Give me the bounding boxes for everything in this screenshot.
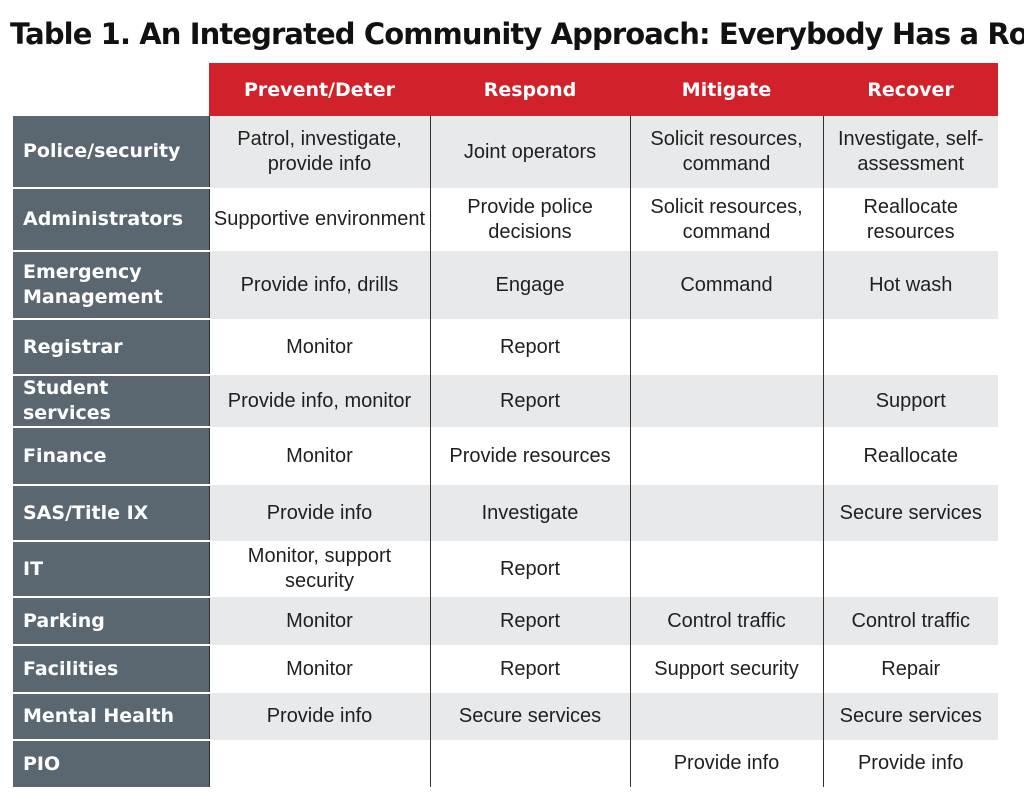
cell-respond: Report (429, 645, 630, 693)
cell-mitigate (629, 319, 823, 375)
row-header-role: SAS/Title IX (13, 485, 209, 542)
cell-recover: Control traffic (822, 597, 998, 645)
cell-respond: Report (429, 375, 630, 427)
cell-mitigate (629, 375, 823, 427)
table-row: Police/security Patrol, investigate, pro… (13, 116, 998, 189)
cell-respond: Report (429, 319, 630, 375)
cell-mitigate: Command (629, 251, 823, 319)
cell-respond: Report (429, 541, 630, 597)
table-row: SAS/Title IX Provide info Investigate Se… (13, 485, 998, 542)
row-header-role: Registrar (13, 319, 209, 376)
column-header-respond: Respond (430, 63, 630, 116)
cell-prevent-deter: Provide info (208, 693, 430, 740)
cell-prevent-deter: Monitor (208, 645, 430, 693)
cell-recover: Support (822, 375, 998, 427)
table-title: Table 1. An Integrated Community Approac… (10, 17, 1024, 51)
roles-table: Prevent/Deter Respond Mitigate Recover P… (13, 63, 998, 787)
table-row: IT Monitor, support security Report (13, 541, 998, 598)
cell-respond: Investigate (429, 485, 630, 541)
row-header-role: PIO (13, 740, 209, 787)
cell-respond: Joint operators (429, 116, 630, 188)
column-header-prevent-deter: Prevent/Deter (209, 63, 430, 116)
cell-recover: Investigate, self-assessment (822, 116, 998, 188)
cell-recover: Repair (822, 645, 998, 693)
cell-respond: Engage (429, 251, 630, 319)
cell-mitigate (629, 427, 823, 485)
cell-prevent-deter (208, 740, 430, 787)
row-header-role: Mental Health (13, 693, 209, 741)
table-row: Student services Provide info, monitor R… (13, 375, 998, 428)
cell-recover: Secure services (822, 693, 998, 740)
cell-recover: Secure services (822, 485, 998, 541)
table-row: Finance Monitor Provide resources Reallo… (13, 427, 998, 486)
cell-mitigate (629, 541, 823, 597)
cell-prevent-deter: Monitor (208, 319, 430, 375)
table-row: Facilities Monitor Report Support securi… (13, 645, 998, 694)
cell-recover (822, 541, 998, 597)
cell-prevent-deter: Monitor (208, 427, 430, 485)
cell-respond: Provide resources (429, 427, 630, 485)
cell-mitigate: Support security (629, 645, 823, 693)
row-header-role: Facilities (13, 645, 209, 694)
cell-recover: Reallocate (822, 427, 998, 485)
cell-mitigate (629, 693, 823, 740)
cell-respond: Secure services (429, 693, 630, 740)
cell-mitigate: Solicit resources, command (629, 116, 823, 188)
cell-recover: Hot wash (822, 251, 998, 319)
cell-mitigate: Provide info (629, 740, 823, 787)
table-row: Registrar Monitor Report (13, 319, 998, 376)
table-row: Parking Monitor Report Control traffic C… (13, 597, 998, 646)
cell-prevent-deter: Provide info (208, 485, 430, 541)
table-row: Mental Health Provide info Secure servic… (13, 693, 998, 741)
table-body: Police/security Patrol, investigate, pro… (13, 116, 998, 787)
cell-prevent-deter: Supportive environment (208, 188, 430, 251)
row-header-role: IT (13, 541, 209, 598)
header-row: Prevent/Deter Respond Mitigate Recover (13, 63, 998, 116)
column-header-mitigate: Mitigate (630, 63, 823, 116)
cell-prevent-deter: Monitor, support security (208, 541, 430, 597)
row-header-role: Student services (13, 375, 209, 428)
table-row: Emergency Management Provide info, drill… (13, 251, 998, 320)
cell-prevent-deter: Provide info, monitor (208, 375, 430, 427)
cell-prevent-deter: Patrol, investigate, provide info (208, 116, 430, 188)
row-header-role: Emergency Management (13, 251, 209, 320)
cell-prevent-deter: Monitor (208, 597, 430, 645)
row-header-role: Administrators (13, 188, 209, 252)
table-row: PIO Provide info Provide info (13, 740, 998, 787)
cell-respond (429, 740, 630, 787)
column-header-recover: Recover (823, 63, 998, 116)
header-corner-cell (13, 63, 209, 116)
cell-recover: Reallocate resources (822, 188, 998, 251)
cell-respond: Report (429, 597, 630, 645)
cell-mitigate (629, 485, 823, 541)
cell-prevent-deter: Provide info, drills (208, 251, 430, 319)
cell-recover: Provide info (822, 740, 998, 787)
cell-mitigate: Solicit resources, command (629, 188, 823, 251)
table-row: Administrators Supportive environment Pr… (13, 188, 998, 252)
cell-mitigate: Control traffic (629, 597, 823, 645)
cell-respond: Provide police decisions (429, 188, 630, 251)
table-header: Prevent/Deter Respond Mitigate Recover (13, 63, 998, 116)
row-header-role: Parking (13, 597, 209, 646)
row-header-role: Finance (13, 427, 209, 486)
cell-recover (822, 319, 998, 375)
row-header-role: Police/security (13, 116, 209, 189)
